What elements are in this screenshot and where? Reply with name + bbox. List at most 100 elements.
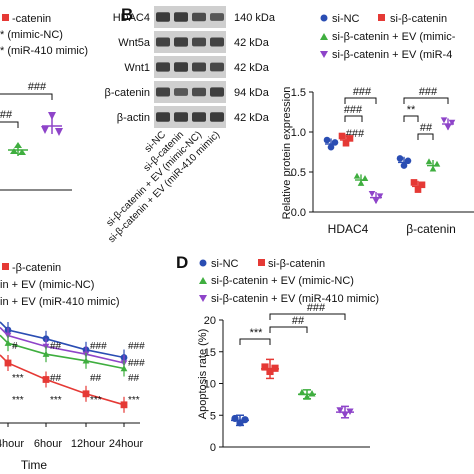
data-point — [425, 158, 433, 165]
data-point — [376, 193, 384, 200]
bracket-d-2 — [269, 326, 308, 333]
data-point — [261, 363, 269, 371]
significance-label: *** — [50, 395, 62, 406]
blot-kda-label: 42 kDa — [234, 62, 270, 74]
significance-label: ### — [90, 341, 107, 352]
y-tick-label: 1.0 — [291, 127, 306, 139]
panel-b-chart-sig-2: ### — [344, 104, 363, 116]
panel-c-lines — [0, 321, 128, 413]
data-point — [331, 139, 339, 146]
panel-a-legend: -catenin * (mimic-NC) * (miR-410 mimic) — [0, 13, 88, 57]
panel-d-letter: D — [176, 253, 188, 272]
bracket-catenin-low — [417, 133, 434, 140]
bracket-hdac4-mid — [344, 115, 363, 122]
panel-d: D si-NC si-β-catenin si-β-catenin + EV (… — [176, 253, 379, 454]
panel-a: -catenin * (mimic-NC) * (miR-410 mimic) … — [0, 13, 88, 191]
panel-d-legend-2: si-β-catenin — [268, 258, 325, 270]
data-point — [241, 416, 249, 424]
panel-d-legend-4: si-β-catenin + EV (miR-410 mimic) — [211, 293, 379, 305]
significance-label: *** — [128, 395, 140, 406]
data-point — [353, 172, 361, 179]
panel-a-point-green-1 — [14, 142, 22, 148]
blot-kda-label: 42 kDa — [234, 112, 270, 124]
legend-icon-triangle-green — [320, 33, 328, 40]
data-point — [308, 390, 316, 397]
blot-band — [174, 88, 188, 96]
panel-a-point-purple-1 — [48, 112, 56, 120]
data-point — [120, 365, 128, 372]
data-point — [361, 175, 369, 182]
data-point — [346, 135, 354, 142]
panel-b-chart-legend-2: si-β-catenin — [390, 13, 447, 25]
y-tick-label: 0.0 — [291, 207, 306, 219]
panel-c-xlabel: Time — [21, 458, 48, 472]
panel-b-chart-ylabel: Relative protein expression — [281, 87, 293, 220]
significance-label: ## — [50, 341, 62, 352]
panel-c-legend-3: in + EV (miR-410 mimic) — [0, 296, 120, 308]
data-point — [400, 162, 408, 169]
significance-label: ### — [128, 341, 145, 352]
significance-label: *** — [12, 373, 24, 384]
y-tick-label: 5 — [210, 410, 216, 422]
blot-band — [192, 37, 206, 47]
panel-a-point-purple-3 — [55, 128, 63, 136]
panel-d-legend-1: si-NC — [211, 258, 239, 270]
blot-band — [174, 12, 188, 22]
blot-band — [210, 13, 224, 21]
bracket-catenin-top — [403, 97, 449, 104]
legend-icon-circle-blue — [320, 14, 328, 22]
panel-a-legend-3: * (miR-410 mimic) — [0, 45, 88, 57]
data-point — [82, 390, 90, 398]
panel-d-yticks: 0 5 10 15 20 — [204, 315, 223, 454]
panel-d-legend-3: si-β-catenin + EV (mimic-NC) — [211, 275, 354, 287]
data-point — [414, 186, 422, 193]
x-tick-label: 12hour — [71, 438, 106, 450]
blot-band — [174, 37, 188, 47]
data-point — [444, 124, 452, 131]
legend-marker-square-red — [2, 14, 9, 21]
data-point — [346, 408, 354, 416]
panel-b-chart-legend-4: si-β-catenin + EV (miR-4 — [332, 49, 452, 61]
blot-band — [192, 87, 206, 97]
significance-label: ### — [128, 358, 145, 369]
blot-area: HDAC4 140 kDa Wnt5a 42 kDa Wnt1 42 kDa β-caten… — [105, 6, 276, 128]
panel-d-sig-3: ### — [307, 302, 326, 314]
blot-strip-0 — [154, 6, 226, 28]
data-point — [4, 339, 12, 346]
y-tick-label: 20 — [204, 315, 216, 327]
legend-icon-square-red — [378, 14, 385, 21]
blot-band — [210, 87, 224, 97]
panel-d-points — [231, 358, 354, 427]
panel-c-legend-1: -β-catenin — [12, 262, 61, 274]
significance-label: ## — [128, 373, 140, 384]
x-tick-label: 4hour — [0, 438, 24, 450]
y-tick-label: 15 — [204, 347, 216, 359]
blot-protein-label: Wnt5a — [118, 37, 151, 49]
blot-strip-4 — [154, 106, 226, 128]
data-point — [440, 117, 448, 124]
panel-c-significance: # ## ### ######*** ## ## ##*** *** *** *** — [12, 341, 145, 406]
panel-b-chart-sig-4: ** — [407, 104, 416, 116]
blot-strip-3 — [154, 81, 226, 103]
data-point — [231, 414, 239, 423]
bracket-hdac4-outer — [344, 97, 377, 104]
panel-b-chart-brackets — [344, 97, 449, 140]
significance-label: *** — [12, 395, 24, 406]
panel-b-letter: B — [121, 5, 133, 24]
legend-icon-triangle-purple — [199, 295, 207, 302]
blot-band — [210, 37, 224, 47]
blot-band — [210, 62, 224, 72]
panel-b-chart-xtick-catenin: β-catenin — [406, 222, 456, 236]
data-point — [271, 364, 279, 372]
data-point — [4, 359, 12, 367]
panel-a-bracket-top — [0, 93, 53, 100]
panel-c-legend-2: in + EV (mimic-NC) — [0, 279, 94, 291]
bracket-d-3 — [269, 313, 346, 320]
x-tick-label: 24hour — [109, 438, 144, 450]
y-tick-label: 0 — [210, 442, 216, 454]
blot-protein-label: Wnt1 — [124, 62, 150, 74]
panel-b: B HDAC4 140 kDa Wnt5a 42 kDa Wnt1 42 kDa β-cat… — [104, 5, 275, 245]
blot-band — [174, 62, 188, 72]
blot-band — [156, 37, 170, 47]
